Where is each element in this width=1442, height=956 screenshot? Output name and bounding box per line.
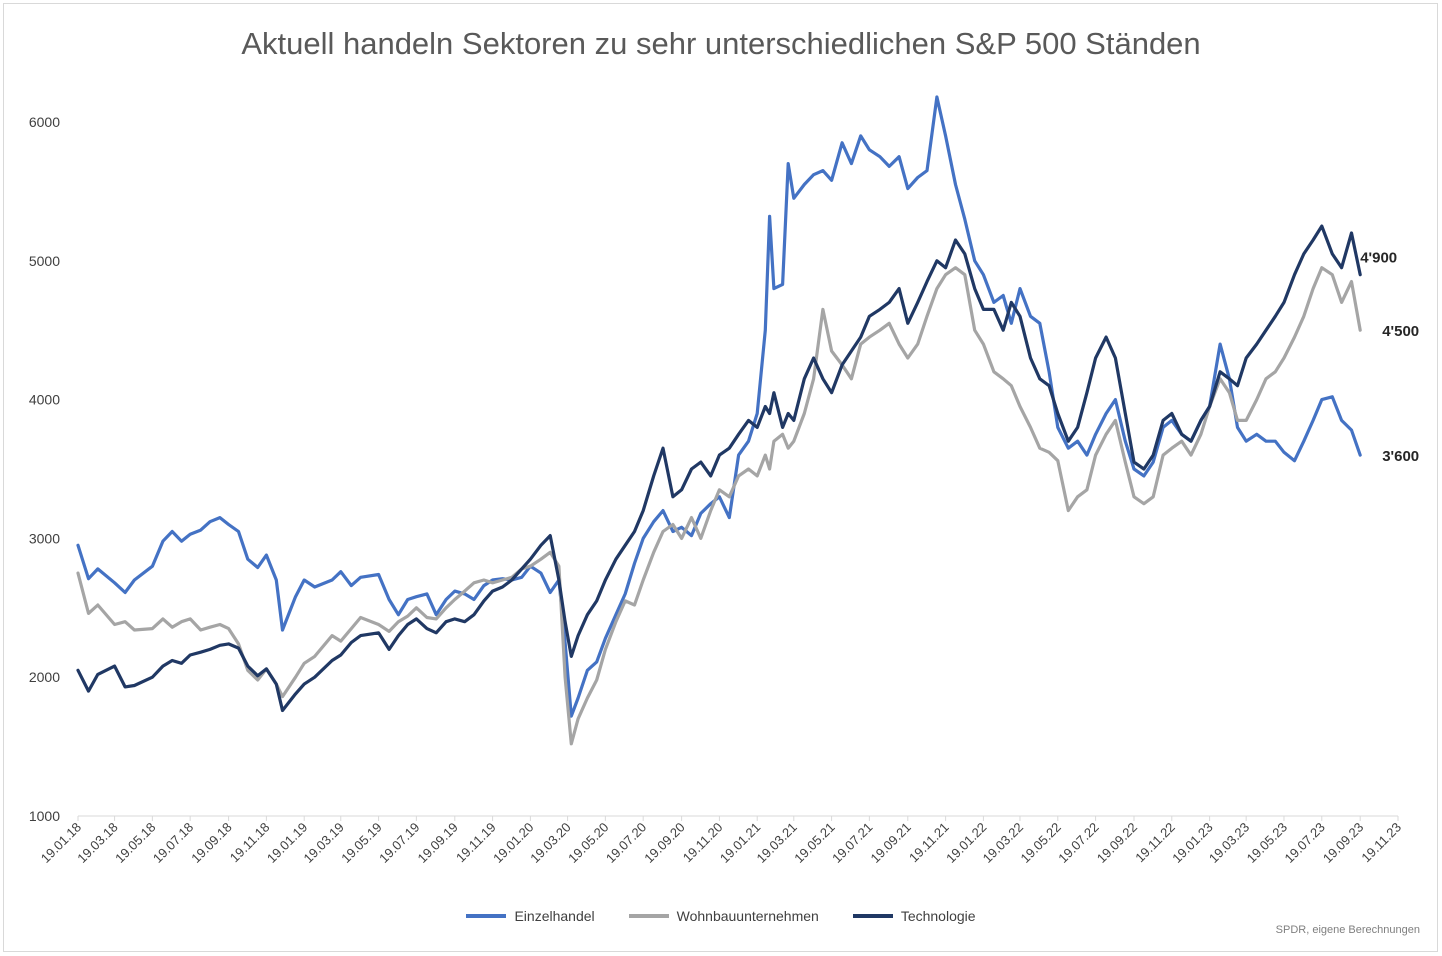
end-labels: 3'600 4'500 4'900 [1360,250,1419,465]
x-tick-label: 19.07.19 [376,820,422,866]
legend-label-wohnbauunternehmen: Wohnbauunternehmen [676,908,819,924]
end-label-technologie: 4'900 [1360,250,1397,267]
legend-swatch-technologie [852,914,893,918]
legend-item-einzelhandel: Einzelhandel [466,908,595,924]
legend-swatch-wohnbauunternehmen [628,914,669,918]
x-tick-label: 19.07.18 [150,820,196,866]
x-tick-label: 19.03.23 [1206,820,1252,866]
x-tick-label: 19.07.23 [1282,820,1328,866]
legend-item-wohnbauunternehmen: Wohnbauunternehmen [628,908,819,924]
y-tick-label: 5000 [29,253,60,269]
series-line-technologie [76,224,1362,713]
x-tick-label: 19.11.23 [1358,820,1404,866]
x-tick-label: 19.07.21 [829,820,875,866]
y-axis: 1000 2000 3000 4000 5000 6000 [29,114,60,824]
x-tick-label: 19.09.20 [641,820,687,866]
x-tick-label: 19.05.21 [791,820,837,866]
x-tick-label: 19.09.18 [188,820,234,866]
series-line-einzelhandel [76,95,1362,718]
legend-swatch-einzelhandel [466,914,507,918]
y-tick-label: 4000 [29,392,60,408]
x-tick-label: 19.09.19 [415,820,461,866]
x-tick-label: 19.03.19 [300,820,346,866]
end-label-wohnbauunternehmen: 4'500 [1382,323,1419,340]
x-tick-label: 19.05.23 [1244,820,1290,866]
x-axis: 19.01.1819.03.1819.05.1819.07.1819.09.18… [38,815,1404,866]
x-tick-label: 19.09.21 [868,820,914,866]
y-tick-label: 1000 [29,808,60,824]
x-tick-label: 19.05.19 [338,820,384,866]
x-tick-label: 19.03.22 [980,820,1026,866]
x-tick-label: 19.03.21 [754,820,800,866]
legend-label-technologie: Technologie [900,908,976,924]
x-tick-label: 19.05.22 [1018,820,1064,866]
x-tick-label: 19.03.18 [74,820,120,866]
end-label-einzelhandel: 3'600 [1382,448,1419,465]
x-tick-label: 19.09.22 [1094,820,1140,866]
y-tick-label: 3000 [29,530,60,546]
x-tick-label: 19.05.18 [112,820,158,866]
series-lines [76,95,1362,746]
y-tick-label: 6000 [29,114,60,130]
y-tick-label: 2000 [29,669,60,685]
x-tick-label: 19.07.22 [1055,820,1101,866]
x-tick-label: 19.09.23 [1320,820,1366,866]
x-tick-label: 19.05.20 [565,820,611,866]
chart-title: Aktuell handeln Sektoren zu sehr untersc… [241,26,1201,61]
series-line-wohnbauunternehmen [76,266,1362,746]
x-tick-label: 19.07.20 [603,820,649,866]
chart-frame [3,3,1438,952]
legend-item-technologie: Technologie [852,908,976,924]
source-note: SPDR, eigene Berechnungen [1275,924,1420,936]
x-tick-label: 19.03.20 [527,820,573,866]
legend: Einzelhandel Wohnbauunternehmen Technolo… [0,908,1442,924]
legend-label-einzelhandel: Einzelhandel [514,908,595,924]
